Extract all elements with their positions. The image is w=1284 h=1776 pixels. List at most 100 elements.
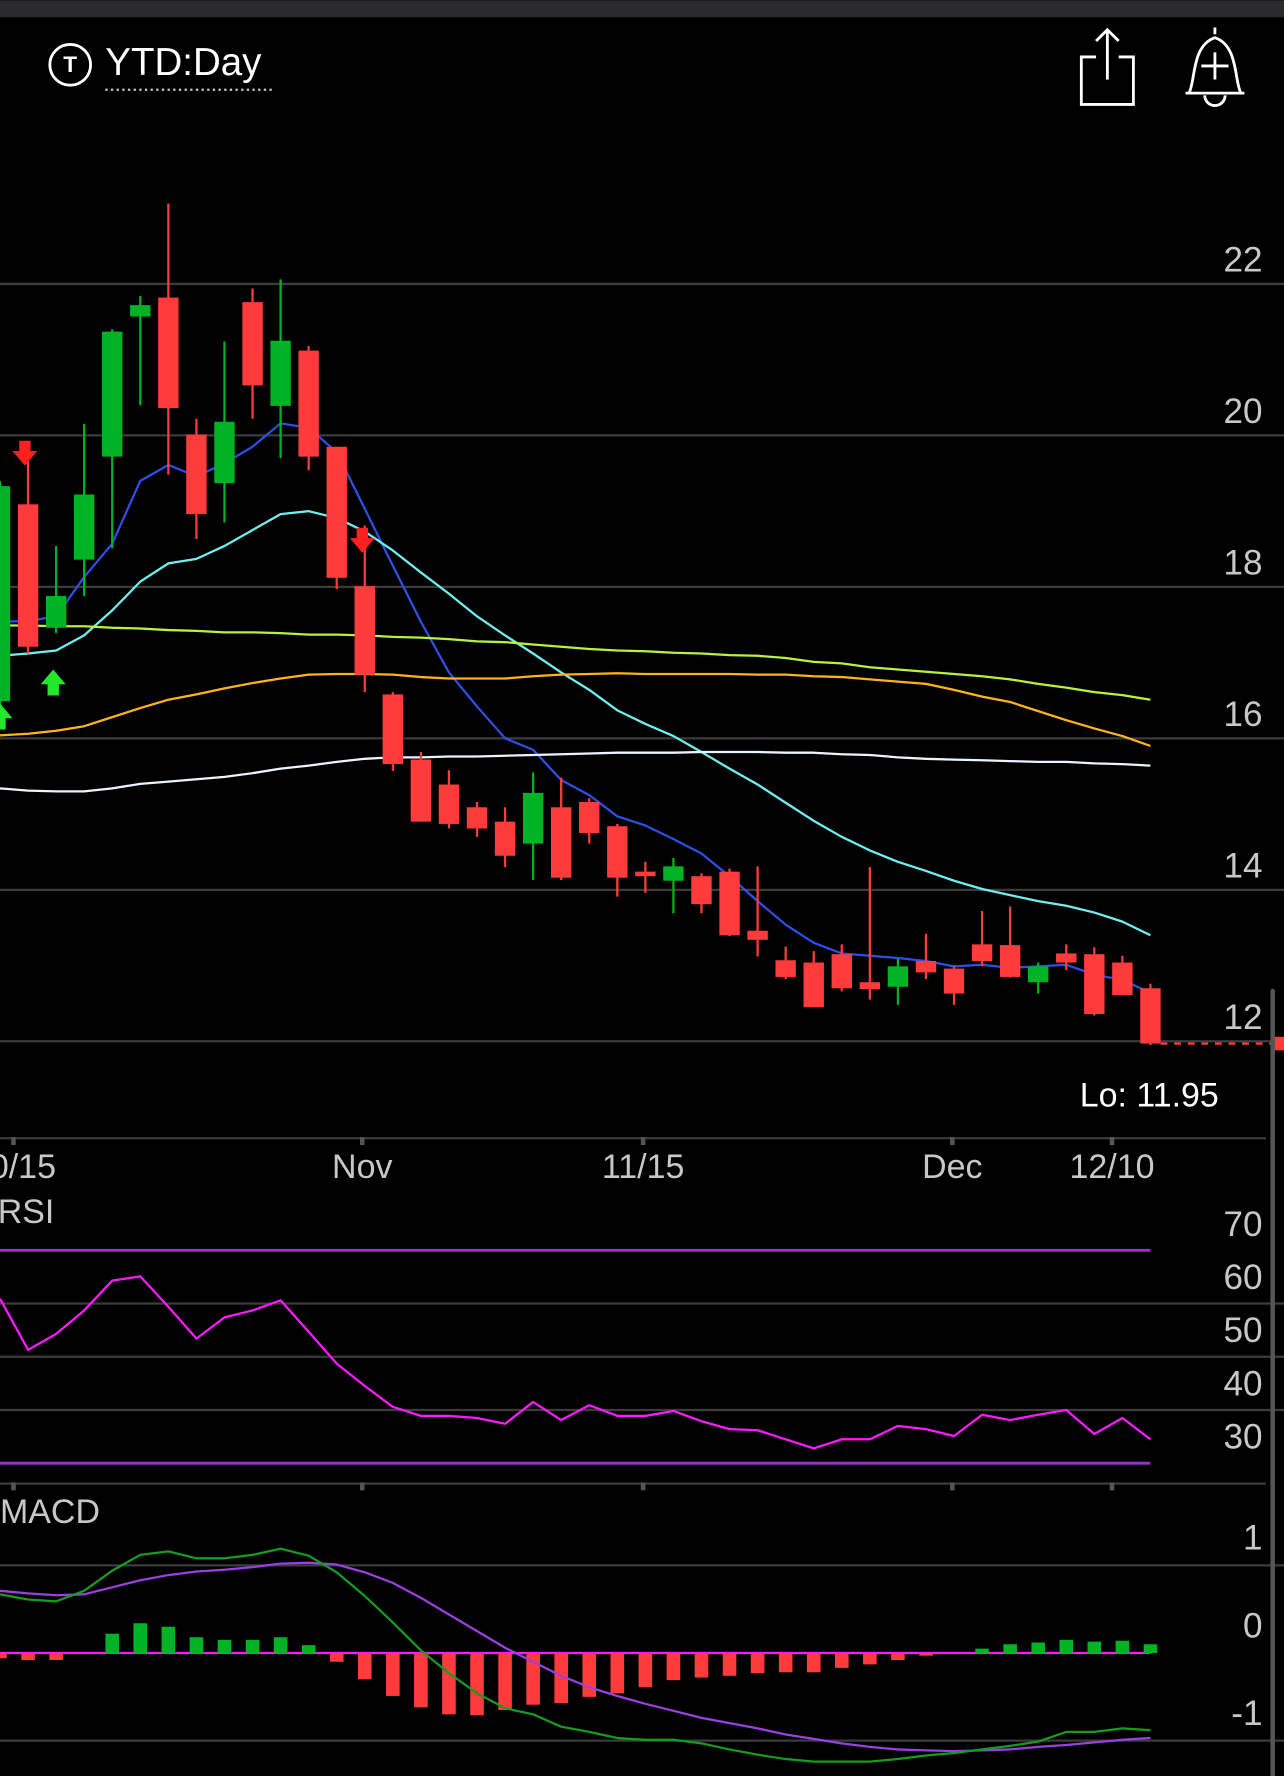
candle-body	[382, 694, 404, 765]
y-tick-label: 14	[1223, 847, 1262, 886]
histogram-bar	[834, 1653, 849, 1668]
histogram-bar	[301, 1645, 316, 1654]
signal-line	[0, 1561, 1151, 1753]
x-tick-label: 11/15	[602, 1148, 684, 1186]
y-tick-label: 40	[1223, 1364, 1262, 1403]
histogram-bar	[189, 1637, 204, 1654]
x-tick-label: Nov	[332, 1148, 392, 1186]
candle-body	[691, 876, 712, 905]
histogram-bar	[554, 1653, 568, 1703]
candle-body	[1028, 966, 1049, 983]
histogram-bar	[666, 1653, 681, 1681]
histogram-bar	[0, 1653, 7, 1659]
y-tick-label: 20	[1223, 392, 1262, 431]
candle-body	[102, 331, 123, 457]
candle-body	[635, 871, 656, 877]
histogram-bar	[105, 1633, 120, 1654]
y-tick-label: 70	[1223, 1205, 1262, 1244]
y-tick-label: -1	[1231, 1694, 1262, 1733]
candle-body	[438, 784, 460, 824]
candle-body	[494, 821, 516, 856]
last-price-marker	[1272, 1036, 1284, 1051]
y-tick-label: 30	[1223, 1418, 1262, 1457]
sell-arrow	[349, 527, 375, 553]
histogram-bar	[21, 1653, 35, 1661]
buy-arrow	[0, 703, 13, 730]
candle-body	[747, 930, 768, 940]
histogram-bar	[891, 1653, 905, 1661]
share-button[interactable]	[1079, 27, 1135, 106]
histogram-bar	[750, 1653, 765, 1674]
histogram-bar	[1115, 1640, 1130, 1654]
panel-title: MACD	[0, 1493, 100, 1531]
candle-body	[158, 297, 179, 409]
candle-body	[1056, 953, 1077, 963]
moving-average	[0, 624, 1151, 701]
histogram-bar	[357, 1653, 372, 1680]
candle-body	[1112, 962, 1133, 996]
histogram-bar	[414, 1653, 428, 1708]
candle-body	[45, 595, 67, 628]
candle-body	[354, 586, 375, 675]
histogram-bar	[778, 1653, 793, 1673]
signal-arrows	[0, 440, 375, 730]
y-tick-label: 60	[1223, 1258, 1262, 1297]
period-selector[interactable]: T YTD:Day	[48, 41, 275, 91]
candle-body	[1084, 954, 1105, 1015]
low-label: Lo: 11.95	[1080, 1076, 1219, 1114]
share-arrow-head	[1095, 27, 1120, 43]
y-tick-label: 50	[1223, 1311, 1262, 1350]
candle-body	[0, 486, 11, 702]
histogram-bar	[582, 1653, 597, 1697]
candle-body	[775, 960, 796, 977]
bell-plus	[1201, 52, 1229, 80]
candle-body	[17, 504, 39, 647]
histogram-bar	[610, 1653, 625, 1694]
alert-button[interactable]	[1185, 27, 1245, 107]
candle-body	[522, 792, 544, 844]
candle-body	[466, 807, 488, 829]
period-label[interactable]: YTD:Day	[105, 41, 262, 84]
candle-body	[607, 826, 628, 878]
histogram-bar	[498, 1653, 512, 1710]
candle-body	[73, 494, 95, 560]
candle-body	[803, 962, 824, 1008]
moving-average	[0, 672, 1151, 747]
top-bar	[0, 0, 1284, 18]
candle-body	[971, 944, 993, 962]
y-tick-label: 18	[1223, 544, 1262, 583]
macd-line	[0, 1547, 1151, 1763]
x-tick-label: 12/10	[1070, 1148, 1155, 1186]
histogram-bar	[133, 1623, 148, 1654]
rsi-line	[0, 1275, 1152, 1450]
histogram-bar	[526, 1653, 540, 1705]
candle-body	[915, 961, 937, 973]
candle-body	[579, 801, 600, 834]
candle-body	[859, 982, 881, 990]
candle-body	[1140, 988, 1161, 1044]
moving-average	[0, 510, 1151, 937]
y-tick-label: 12	[1223, 998, 1262, 1037]
candle-body	[298, 350, 319, 457]
candle-body	[410, 759, 432, 822]
y-tick-label: 1	[1243, 1519, 1263, 1558]
y-tick-label: 22	[1223, 241, 1262, 280]
candle-body	[943, 968, 965, 994]
candle-body	[663, 866, 684, 881]
candle-body	[186, 434, 207, 515]
histogram-bar	[273, 1637, 288, 1654]
x-tick-label: 10/15	[0, 1148, 56, 1186]
share-box	[1079, 55, 1135, 106]
histogram-bar	[217, 1639, 232, 1654]
sell-arrow	[12, 440, 38, 466]
candle-body	[326, 446, 347, 578]
candle-body	[719, 871, 740, 936]
buy-arrow	[40, 669, 66, 696]
panel-title: RSI	[0, 1193, 54, 1231]
histogram-bar	[722, 1653, 737, 1676]
histogram-bar	[442, 1653, 456, 1715]
histogram-bar	[1031, 1642, 1045, 1654]
histogram-bar	[329, 1653, 344, 1662]
